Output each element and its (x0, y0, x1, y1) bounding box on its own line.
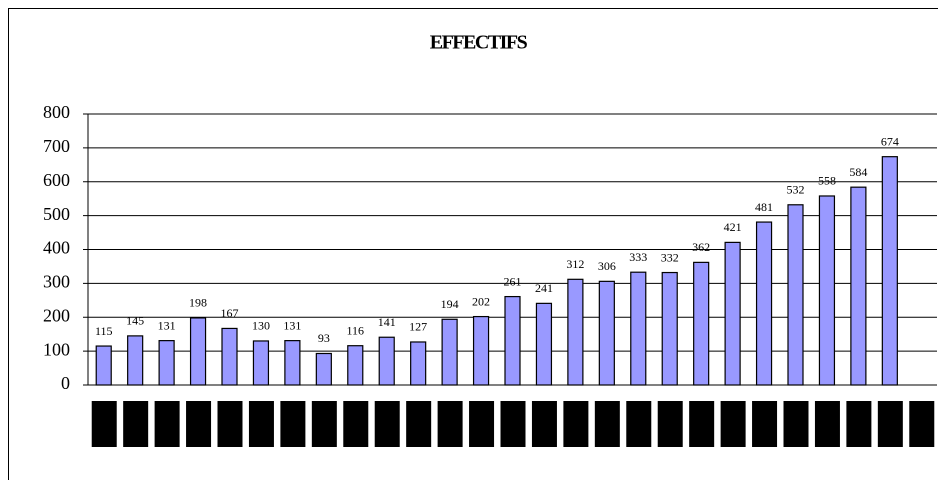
data-label: 127 (409, 320, 427, 334)
redacted-label (406, 401, 432, 447)
redacted-label (752, 401, 778, 447)
bar (630, 271, 647, 386)
bar (347, 345, 364, 386)
data-label: 131 (283, 318, 301, 332)
data-label: 362 (692, 240, 710, 254)
data-label: 532 (787, 183, 805, 197)
bar (472, 315, 490, 386)
y-tick-label: 400 (43, 238, 70, 258)
bar (724, 241, 741, 386)
bar (818, 195, 836, 386)
redacted-label (594, 401, 620, 447)
y-tick-label: 800 (43, 102, 70, 122)
data-label: 332 (661, 250, 679, 264)
bar (535, 302, 553, 386)
data-label: 145 (126, 314, 144, 328)
redacted-label (877, 401, 903, 447)
data-label: 131 (158, 318, 176, 332)
data-label: 241 (535, 281, 553, 295)
redacted-label (531, 401, 557, 447)
data-label: 116 (346, 323, 364, 337)
redacted-label (846, 401, 872, 447)
bar (504, 295, 521, 386)
chart-title: EFFECTIFS (430, 32, 528, 54)
redacted-label (311, 401, 337, 447)
bar (755, 221, 773, 386)
data-label: 333 (629, 250, 647, 264)
redacted-label (123, 401, 149, 447)
data-label: 421 (724, 220, 742, 234)
bar (95, 345, 112, 386)
redacted-label (626, 401, 652, 447)
redacted-label (91, 401, 117, 447)
bar (127, 335, 144, 386)
data-label: 558 (818, 174, 836, 188)
y-tick-label: 500 (43, 204, 70, 224)
data-label: 130 (252, 319, 270, 333)
y-tick-label: 200 (43, 305, 70, 325)
redacted-label (154, 401, 180, 447)
bar (661, 271, 678, 386)
bar (221, 327, 238, 386)
data-label: 481 (755, 200, 773, 214)
bar (378, 336, 395, 386)
bar (881, 156, 898, 386)
redacted-label (437, 401, 463, 447)
redacted-label (217, 401, 243, 447)
data-label: 115 (95, 324, 113, 338)
data-label: 93 (318, 331, 330, 345)
frame (8, 8, 938, 480)
y-tick-label: 100 (43, 339, 70, 359)
redacted-label (500, 401, 526, 447)
redacted-label (343, 401, 369, 447)
bar (441, 318, 458, 386)
bar (158, 340, 175, 386)
bar (189, 317, 207, 386)
bar (315, 352, 332, 386)
data-label: 194 (441, 297, 459, 311)
bar (284, 340, 301, 386)
redacted-label (280, 401, 306, 447)
bar (787, 204, 804, 386)
data-label: 198 (189, 296, 207, 310)
bar (850, 186, 867, 386)
data-label: 261 (504, 274, 522, 288)
redacted-label (657, 401, 683, 447)
redacted-label (814, 401, 840, 447)
data-label: 167 (221, 306, 239, 320)
bar (567, 278, 584, 386)
bar (410, 341, 427, 386)
redacted-label (720, 401, 746, 447)
bar (598, 280, 615, 386)
data-label: 202 (472, 294, 490, 308)
redacted-label (909, 401, 935, 447)
data-label: 306 (598, 259, 616, 273)
bar (252, 340, 270, 386)
redacted-label (469, 401, 495, 447)
bar (693, 261, 710, 386)
data-label: 674 (881, 134, 899, 148)
data-label: 584 (849, 165, 867, 179)
redacted-label (374, 401, 400, 447)
data-label: 312 (566, 257, 584, 271)
redacted-label (186, 401, 212, 447)
data-label: 141 (378, 315, 396, 329)
redacted-label (563, 401, 589, 447)
y-tick-label: 700 (43, 136, 70, 156)
y-tick-label: 300 (43, 272, 70, 292)
redacted-label (783, 401, 809, 447)
y-tick-label: 0 (61, 373, 70, 393)
redacted-label (248, 401, 274, 447)
redacted-label (689, 401, 715, 447)
y-tick-label: 600 (43, 170, 70, 190)
